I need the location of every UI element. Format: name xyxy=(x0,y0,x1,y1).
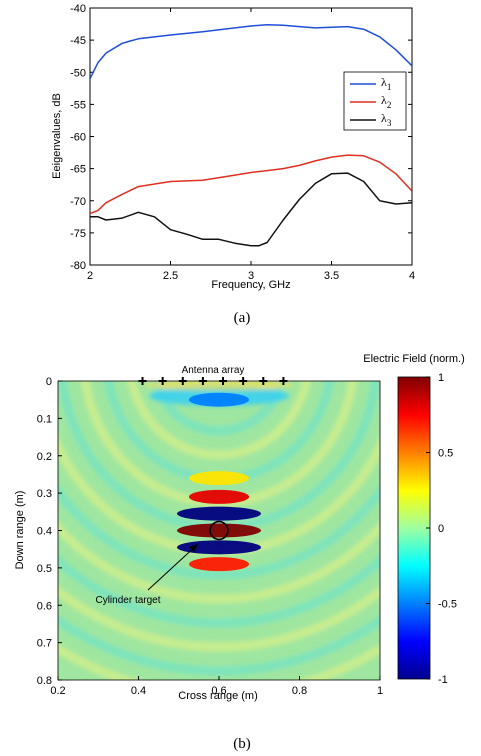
antenna-element-1 xyxy=(138,377,147,385)
series-line-1 xyxy=(90,23,412,80)
y-axis-label-b: Down range (m) xyxy=(14,491,26,570)
field-ripple xyxy=(127,381,311,460)
field-band-1 xyxy=(189,392,249,407)
field-ripple xyxy=(58,585,380,652)
y-tick-label: -40 xyxy=(70,3,86,15)
colorbar-tick-label: 0.5 xyxy=(438,448,453,460)
antenna-array-label: Antenna array xyxy=(182,365,245,376)
y-tick-label-b: 0.8 xyxy=(37,675,52,687)
x-tick-label-b: 0.6 xyxy=(211,685,226,697)
x-axis-label-b: Cross range (m) xyxy=(178,690,257,702)
field-band-6 xyxy=(177,540,261,555)
y-tick-label: -80 xyxy=(70,260,86,272)
y-tick-label: -60 xyxy=(70,132,86,144)
cylinder-target-marker xyxy=(209,520,229,541)
field-band-7 xyxy=(189,557,249,572)
y-tick-label-b: 0.6 xyxy=(37,600,52,612)
field-ripple xyxy=(58,614,380,676)
antenna-element-7 xyxy=(259,377,268,385)
field-band-5 xyxy=(177,523,261,538)
field-band-4 xyxy=(177,506,261,521)
field-ripple xyxy=(58,483,380,580)
y-axis-label: Eeigenvalues, dB xyxy=(51,93,63,179)
antenna-element-6 xyxy=(239,377,248,385)
antenna-element-4 xyxy=(198,377,207,385)
x-tick-label: 2.5 xyxy=(163,270,178,282)
field-ripple xyxy=(150,381,288,436)
x-tick-label-b: 0.4 xyxy=(131,685,146,697)
y-tick-label-b: 0.1 xyxy=(37,413,52,425)
colorbar-tick-label: 0 xyxy=(438,523,444,535)
y-tick-label: -65 xyxy=(70,164,86,176)
y-tick-label-b: 0.7 xyxy=(37,638,52,650)
eigenvalue-chart: 2 2.5 3 3.5 4-40-45-50-55-60-65-70-75-80 λ1λ… xyxy=(51,3,415,326)
y-tick-label: -50 xyxy=(70,67,86,79)
target-arrowhead xyxy=(189,544,198,552)
legend-entry-1: λ1 xyxy=(381,75,391,92)
caption-a: (a) xyxy=(234,310,251,326)
x-tick-label: 3.5 xyxy=(324,270,339,282)
x-tick-label-b: 1 xyxy=(377,685,383,697)
eigenvalue-plot-area xyxy=(89,7,413,266)
legend-entry-3: λ3 xyxy=(381,111,392,128)
antenna-element-3 xyxy=(178,377,187,385)
y-tick-label-b: 0.5 xyxy=(37,563,52,575)
y-tick-label: -55 xyxy=(70,99,86,111)
y-tick-label-b: 0 xyxy=(46,376,52,388)
field-band-3 xyxy=(189,489,249,504)
legend-entry-2: λ2 xyxy=(381,93,391,110)
electric-field-map: 0.2 0.4 0.6 0.8 1 0 0.1 0.2 0.3 0.4 0.5 0.6 0.7 0.8 A… xyxy=(14,353,465,752)
y-tick-label: -45 xyxy=(70,35,86,47)
cylinder-target-label: Cylinder target xyxy=(95,595,160,606)
x-tick-label: 4 xyxy=(409,270,415,282)
antenna-element-8 xyxy=(279,377,288,385)
x-tick-label-b: 0.2 xyxy=(50,685,65,697)
caption-b: (b) xyxy=(233,736,251,752)
colorbar-tick-label: -0.5 xyxy=(438,599,457,611)
colorbar-tick-label: -1 xyxy=(438,674,448,686)
series-line-2 xyxy=(90,154,412,215)
y-tick-label-b: 0.2 xyxy=(37,451,52,463)
field-ripple xyxy=(58,554,380,628)
legend-box xyxy=(343,71,407,131)
x-axis-label: Frequency, GHz xyxy=(211,279,290,291)
colorbar-tick-label: 1 xyxy=(438,372,444,384)
antenna-element-2 xyxy=(158,377,167,385)
x-tick-label: 2 xyxy=(87,270,93,282)
target-arrow xyxy=(147,543,199,591)
antenna-element-5 xyxy=(219,377,228,385)
y-tick-label-b: 0.3 xyxy=(37,488,52,500)
y-tick-label-b: 0.4 xyxy=(37,526,52,538)
field-ripple xyxy=(58,521,380,604)
colorbar-title: Electric Field (norm.) xyxy=(363,353,464,365)
field-top-strip xyxy=(144,381,294,391)
y-tick-label: -70 xyxy=(70,196,86,208)
field-band-2 xyxy=(189,471,249,486)
x-tick-label: 3 xyxy=(248,270,254,282)
colorbar xyxy=(397,376,431,680)
x-tick-label-b: 0.8 xyxy=(292,685,307,697)
y-tick-label: -75 xyxy=(70,228,86,240)
series-line-3 xyxy=(90,172,412,247)
